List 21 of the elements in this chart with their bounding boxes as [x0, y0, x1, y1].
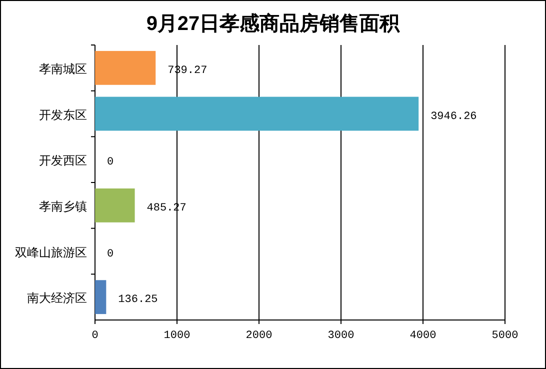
- y-tick-label: 双峰山旅游区: [15, 245, 87, 260]
- bar: [95, 50, 156, 85]
- data-label: 3946.26: [430, 110, 477, 123]
- y-tick-label: 开发西区: [39, 154, 87, 168]
- bar: [95, 96, 419, 131]
- x-tick-label: 2000: [246, 330, 272, 342]
- chart-title: 9月27日孝感商品房销售面积: [146, 12, 401, 35]
- y-tick-label: 孝南乡镇: [39, 199, 87, 214]
- x-tick-label: 5000: [492, 330, 518, 342]
- x-tick-label: 4000: [410, 330, 436, 342]
- x-tick-label: 3000: [328, 330, 354, 342]
- bar: [95, 280, 106, 314]
- x-tick-label: 0: [92, 330, 98, 342]
- data-label: 0: [107, 156, 114, 169]
- y-tick-label: 孝南城区: [39, 62, 87, 76]
- y-tick-label: 开发东区: [39, 108, 87, 122]
- bar: [95, 188, 135, 222]
- data-label: 0: [107, 248, 114, 260]
- y-tick-label: 南大经济区: [27, 291, 87, 306]
- data-label: 136.25: [118, 294, 158, 306]
- x-tick-label: 1000: [164, 330, 190, 342]
